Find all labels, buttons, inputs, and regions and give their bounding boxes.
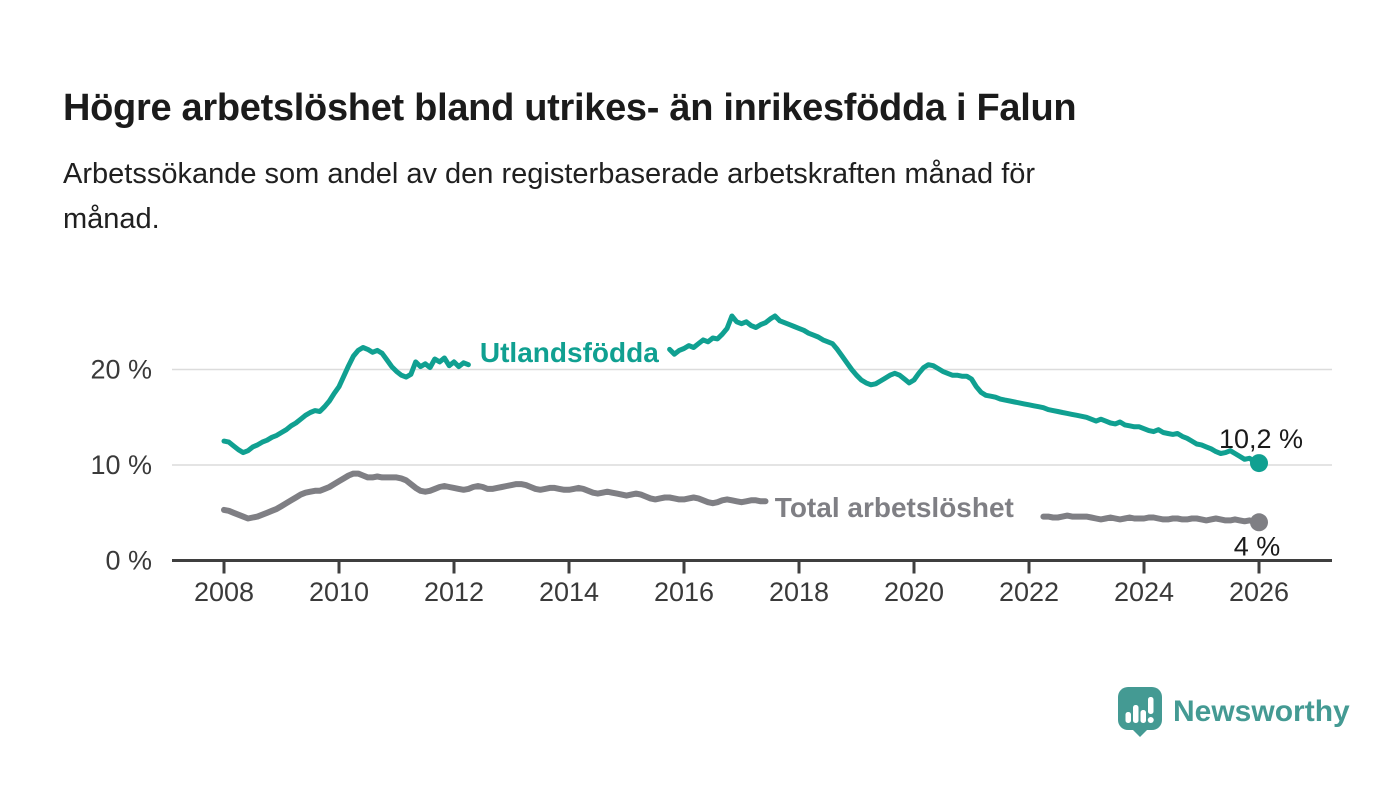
series-end-dot-total-arbetsloshet xyxy=(1250,513,1268,532)
x-tick-label: 2018 xyxy=(769,577,829,607)
chart-subtitle-line-2: månad. xyxy=(63,203,160,235)
x-tick-label: 2010 xyxy=(309,577,369,607)
x-tick-label: 2014 xyxy=(539,577,599,607)
newsworthy-logo: Newsworthy xyxy=(1117,686,1350,737)
x-tick-label: 2024 xyxy=(1114,577,1174,607)
x-tick-label: 2016 xyxy=(654,577,714,607)
end-value-label: 10,2 % xyxy=(1219,424,1303,454)
y-axis-label: 0 % xyxy=(105,546,152,576)
series-label-total-arbetsloshet: Total arbetslöshet xyxy=(775,492,1014,523)
series-line-utlandsfodda xyxy=(221,313,1262,466)
chart-subtitle: Arbetssökande som andel av den registerb… xyxy=(63,152,1035,242)
y-axis-label: 20 % xyxy=(90,355,152,385)
chart-title: Högre arbetslöshet bland utrikes- än inr… xyxy=(63,87,1077,130)
newsworthy-icon xyxy=(1118,687,1162,737)
series-label-utlandsfodda: Utlandsfödda xyxy=(480,337,659,368)
series-line-total-arbetsloshet xyxy=(221,470,1262,526)
chart-subtitle-line-1: Arbetssökande som andel av den registerb… xyxy=(63,158,1036,190)
series-end-dot-utlandsfodda xyxy=(1250,454,1268,473)
x-tick-label: 2022 xyxy=(999,577,1059,607)
y-axis-label: 10 % xyxy=(90,450,152,480)
newsworthy-wordmark: Newsworthy xyxy=(1173,694,1350,728)
end-value-label: 4 % xyxy=(1234,531,1281,561)
x-tick-label: 2008 xyxy=(194,577,254,607)
x-tick-label: 2026 xyxy=(1229,577,1289,607)
x-tick-label: 2020 xyxy=(884,577,944,607)
x-tick-label: 2012 xyxy=(424,577,484,607)
